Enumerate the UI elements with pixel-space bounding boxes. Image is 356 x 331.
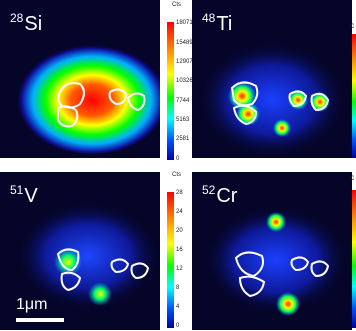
colorbar-tick: 15489 [176,40,193,46]
si-map-panel: 28Si [0,0,160,158]
si-intensity-blob [16,42,160,154]
cr-map-panel: 52Cr [192,172,352,330]
v-grain-outline [60,271,82,292]
v-map-panel: 51V [0,172,160,330]
si-grain-outline [57,105,79,128]
cr-intensity-blob [204,206,348,314]
scale-bar-label: 1μm [16,296,48,313]
si-grain-outline [57,82,85,109]
panel-label: 28Si [10,11,43,35]
si-heatmap [16,42,160,154]
cr-colorbar-unit: C [350,176,355,182]
colorbar-tick: 0 [176,156,180,162]
cr-colorbar [352,190,356,328]
colorbar-tick: 10326 [176,78,193,84]
cr-grain-outline [238,275,266,298]
v-colorbar-unit: Cts [172,172,181,178]
v-hotspot [54,248,82,276]
cr-heatmap [204,206,348,316]
panel-label: 48Ti [202,11,233,35]
si-colorbar [167,22,174,160]
si-grain-outline [108,88,128,106]
colorbar-tick: 8 [176,285,180,291]
ti-grain-outline [232,104,258,126]
v-grain-outline [56,248,80,272]
cr-hotspot [276,292,300,316]
v-grain-outline [130,262,150,280]
colorbar-tick: 16 [176,247,183,253]
colorbar-tick: 28 [176,190,183,196]
colorbar-tick: 12 [176,266,183,272]
ti-grain-outline [310,92,330,112]
ti-hotspot [273,119,291,137]
cr-grain-outline [310,260,330,278]
panel-label: 52Cr [202,183,238,207]
ti-grain-outline [230,81,259,107]
colorbar-tick: 24 [176,209,183,215]
v-hotspot [88,282,112,306]
colorbar-tick: 7744 [176,98,190,104]
scale-bar [16,318,64,322]
cr-grain-outline [290,256,310,272]
si-grain-outline [126,92,146,112]
si-colorbar-unit: Cts [172,2,181,8]
si-colorbar-ticks: 18071 15489 12907 10326 7744 5163 2581 0 [176,20,198,162]
panel-label: 51V [10,183,38,207]
colorbar-tick: 2581 [176,136,190,142]
ti-heatmap [198,42,346,158]
v-intensity-blob [16,202,160,310]
v-grain-outline [110,258,130,274]
ti-grain-outline [288,90,308,108]
colorbar-tick: 4 [176,304,180,310]
cr-grain-outline [234,251,264,278]
colorbar-tick: 18071 [176,20,193,26]
colorbar-tick: 0 [176,323,180,329]
ti-map-panel: 48Ti [192,0,352,158]
colorbar-tick: 20 [176,228,183,234]
ti-colorbar [352,34,356,158]
colorbar-tick: 5163 [176,117,190,123]
ti-colorbar-unit: C [350,24,355,30]
cr-hotspot [266,212,286,232]
ti-intensity-blob [198,42,346,158]
v-colorbar-ticks: 28 24 20 16 12 8 4 0 [176,190,198,329]
colorbar-tick: 12907 [176,59,193,65]
v-colorbar [167,192,174,328]
v-heatmap [16,202,160,310]
